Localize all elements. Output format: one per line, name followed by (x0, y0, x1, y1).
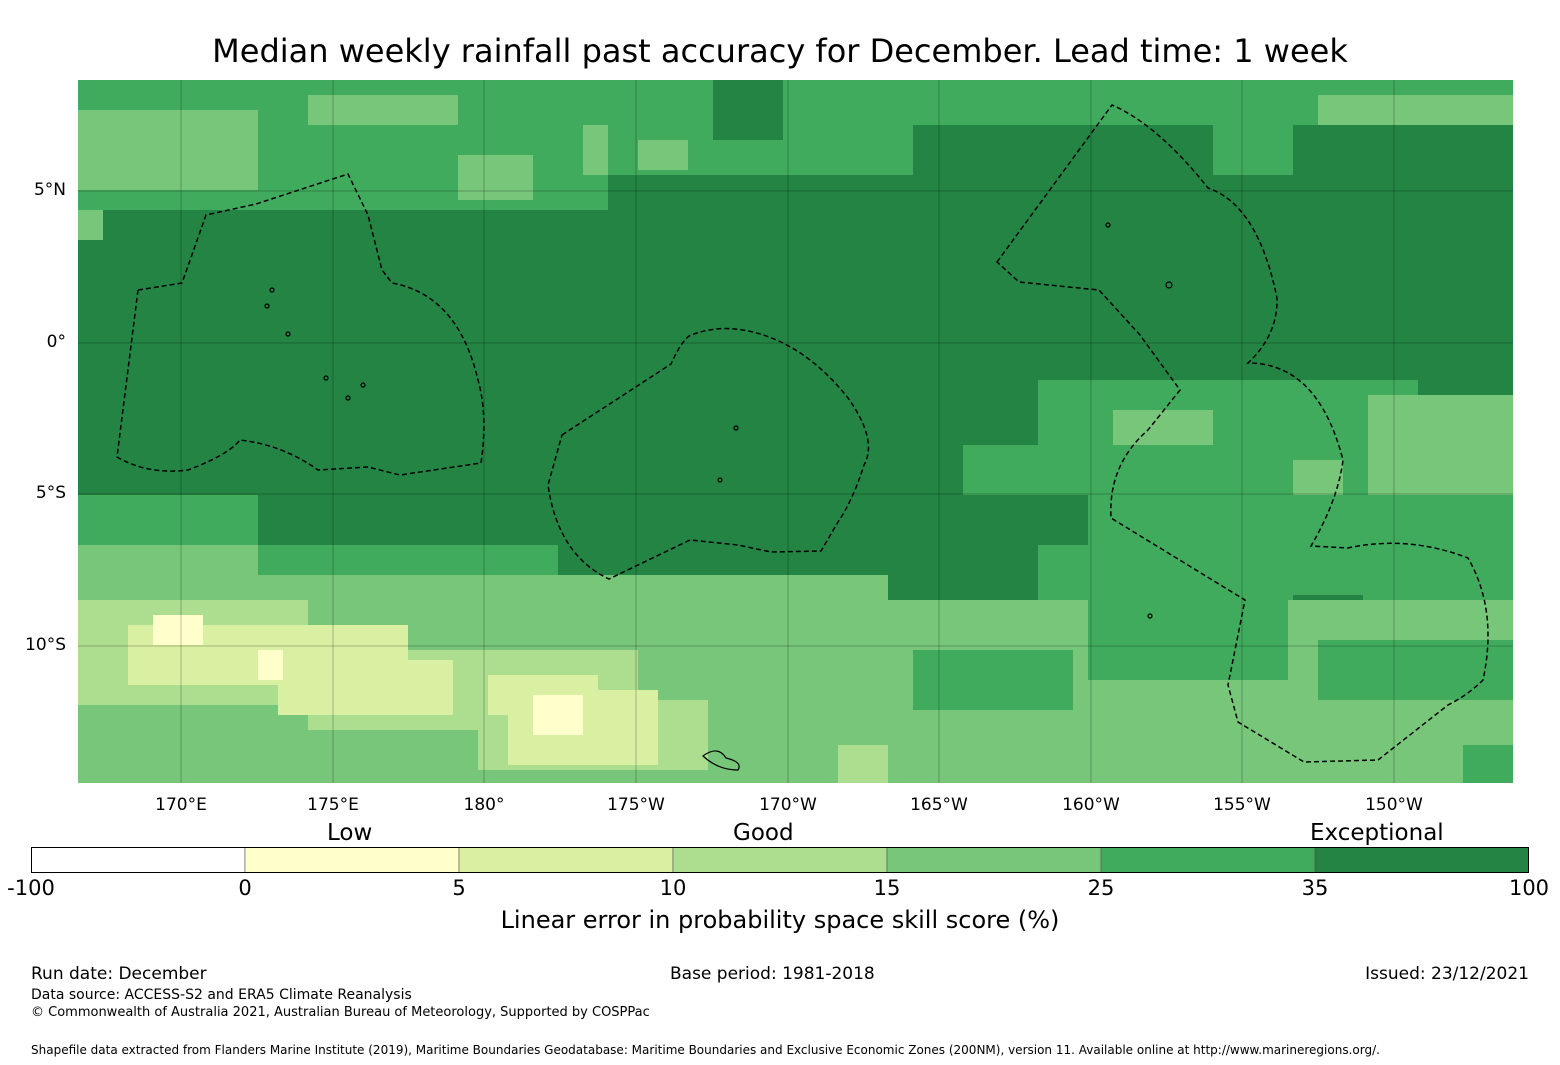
south-strong-region (258, 495, 1088, 545)
north-fair-region (583, 125, 608, 175)
south-good-patch (1463, 745, 1513, 783)
lat-label: 10°S (25, 635, 66, 655)
north-fair-region (78, 110, 258, 190)
colorbar-tick-label: 100 (1508, 876, 1550, 900)
south-minimal-region (533, 695, 583, 735)
south-east-fair (1368, 395, 1513, 495)
data-source: Data source: ACCESS-S2 and ERA5 Climate … (31, 987, 412, 1003)
colorbar-tick-label: 0 (238, 876, 252, 900)
lon-label: 160°W (1062, 795, 1120, 815)
south-good-patch (1318, 640, 1513, 700)
colorbar-swatch (31, 847, 246, 873)
colorbar-swatch (458, 847, 674, 873)
south-verylow-region (278, 660, 453, 715)
lat-label: 5°S (35, 483, 66, 503)
colorbar (31, 847, 1529, 873)
colorbar-tick-label: 15 (873, 876, 901, 900)
legend-category-exceptional: Exceptional (1310, 820, 1444, 846)
south-fair-region (78, 545, 258, 575)
north-strong-region (913, 125, 1213, 180)
south-good-patch (913, 650, 1073, 710)
island (285, 331, 291, 337)
run-date: Run date: December (31, 964, 207, 984)
island (360, 382, 366, 388)
lon-label: 175°W (607, 795, 665, 815)
south-east-strong (1418, 380, 1513, 395)
lon-label: 170°E (155, 795, 207, 815)
lon-label: 155°W (1213, 795, 1271, 815)
colorbar-tick-label: 35 (1301, 876, 1329, 900)
colorbar-tick-label: -100 (7, 876, 55, 900)
south-minimal-region (258, 650, 283, 680)
colorbar-swatch (672, 847, 888, 873)
north-fair-region (638, 140, 688, 170)
lon-label: 180° (463, 795, 505, 815)
colorbar-tick-label: 5 (452, 876, 466, 900)
north-fair-region (458, 155, 533, 200)
south-minimal-region (153, 615, 203, 645)
lat-label: 0° (46, 332, 66, 352)
north-fair-region (308, 95, 458, 125)
colorbar-tick-label: 25 (1087, 876, 1115, 900)
island (733, 425, 739, 431)
north-fair-region (78, 210, 103, 240)
south-east-good (963, 445, 1043, 500)
island (1147, 613, 1153, 619)
island (1105, 222, 1111, 228)
south-low-region (838, 745, 888, 783)
island (345, 395, 351, 401)
lon-label: 150°W (1365, 795, 1423, 815)
skill-score-map (78, 80, 1513, 783)
lat-label: 5°N (33, 180, 66, 200)
eez-boundary-gilbert (116, 173, 485, 476)
north-strong-region (608, 175, 1513, 215)
north-fair-region (1318, 95, 1513, 125)
island (1165, 281, 1173, 289)
island (702, 750, 740, 771)
colorbar-swatch (886, 847, 1102, 873)
island (717, 477, 723, 483)
chart-title: Median weekly rainfall past accuracy for… (212, 32, 1348, 70)
colorbar-swatch (244, 847, 460, 873)
south-east-fair (1293, 460, 1343, 495)
island (269, 287, 275, 293)
south-good-patch (1088, 600, 1288, 680)
colorbar-tick-label: 10 (659, 876, 687, 900)
copyright: © Commonwealth of Australia 2021, Austra… (31, 1005, 650, 1020)
legend-category-low: Low (327, 820, 373, 846)
colorbar-swatch (1100, 847, 1316, 873)
issued-date: Issued: 23/12/2021 (1365, 964, 1529, 984)
eez-boundary-line (995, 104, 1489, 763)
lon-label: 165°W (910, 795, 968, 815)
lon-label: 175°E (307, 795, 359, 815)
island (264, 303, 270, 309)
colorbar-swatch (1314, 847, 1529, 873)
south-east-fair (1113, 410, 1213, 445)
legend-category-good: Good (733, 820, 794, 846)
north-strong-region (713, 80, 783, 140)
shapefile-credit: Shapefile data extracted from Flanders M… (31, 1043, 1380, 1057)
colorbar-label: Linear error in probability space skill … (500, 906, 1060, 934)
base-period: Base period: 1981-2018 (670, 964, 875, 984)
island (323, 375, 329, 381)
lon-label: 170°W (759, 795, 817, 815)
north-strong-region (1293, 125, 1513, 180)
